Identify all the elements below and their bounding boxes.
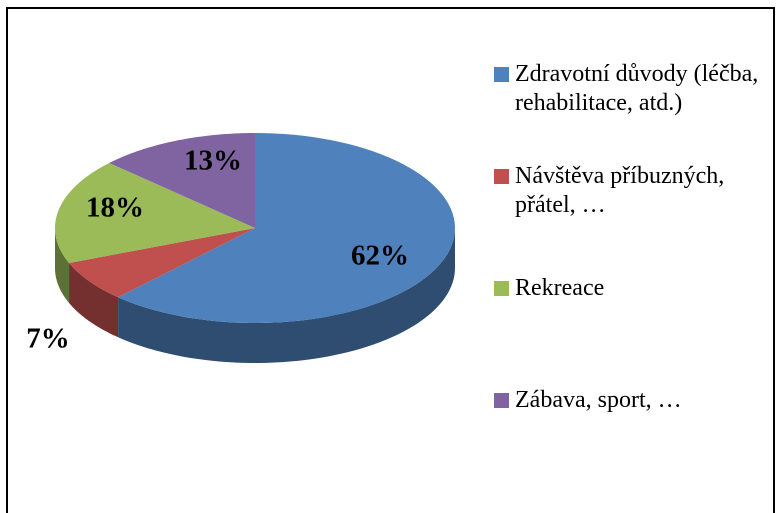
- legend-item: Rekreace: [494, 274, 772, 303]
- legend-swatch: [494, 393, 509, 408]
- slice: [69, 228, 255, 298]
- legend-item: Návštěva příbuzných, přátel, …: [494, 162, 772, 220]
- legend-item: Zábava, sport, …: [494, 386, 772, 415]
- legend-swatch: [494, 169, 509, 184]
- slice: [118, 133, 455, 323]
- data-label: 62%: [351, 240, 409, 272]
- data-label: 13%: [184, 145, 242, 177]
- legend-item: Zdravotní důvody (léčba, rehabilitace, a…: [494, 60, 772, 118]
- slice-side: [55, 228, 70, 303]
- legend-label: Zdravotní důvody (léčba, rehabilitace, a…: [515, 61, 759, 116]
- slice-side: [69, 262, 119, 338]
- data-label: 18%: [86, 192, 144, 224]
- legend-label: Návštěva příbuzných, přátel, …: [515, 163, 725, 218]
- legend-swatch: [494, 67, 509, 82]
- slice: [55, 162, 255, 263]
- slice-side: [118, 228, 455, 363]
- legend-swatch: [494, 281, 509, 296]
- slice: [109, 133, 256, 228]
- data-label: 7%: [26, 323, 70, 355]
- legend-label: Zábava, sport, …: [515, 387, 682, 413]
- legend-label: Rekreace: [515, 275, 605, 301]
